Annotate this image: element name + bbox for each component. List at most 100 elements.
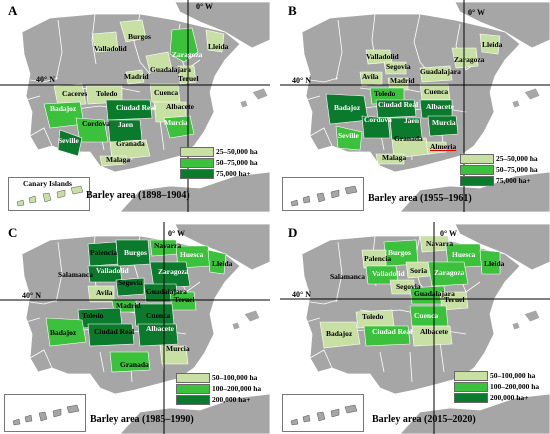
- city-label: Cuenca: [146, 311, 171, 320]
- city-label: Jaen: [404, 116, 419, 125]
- meridian-label: 0° W: [468, 8, 486, 17]
- city-label: Toledo: [96, 89, 118, 98]
- city-label: Ciudad Real: [372, 327, 413, 336]
- panel-letter: B: [288, 3, 297, 18]
- inset-label: Canary Islands: [23, 179, 72, 188]
- legend-label: 50–75,000 ha: [496, 165, 538, 174]
- legend-swatch: [454, 370, 488, 381]
- region-granada: [109, 351, 151, 373]
- canary-islands-inset: [282, 394, 364, 432]
- legend: 25–50,000 ha 50–75,000 ha 75,000 ha+: [460, 153, 538, 186]
- region-burgos: [119, 19, 147, 43]
- region-zaragoza: [427, 261, 469, 287]
- region-badajoz: [319, 321, 361, 349]
- legend-swatch: [176, 372, 210, 383]
- land-africa: [119, 171, 270, 212]
- panel-caption: Barley area (1955–1961): [368, 193, 472, 204]
- city-label: Seville: [338, 131, 359, 140]
- legend-label: 50–75,000 ha: [216, 158, 258, 167]
- region-ciudad-real: [87, 323, 135, 347]
- region-guadalajara: [419, 65, 453, 83]
- region-almeria: [425, 141, 447, 155]
- city-label: Lleida: [212, 259, 233, 268]
- city-label: Valladolid: [96, 266, 129, 275]
- city-label: Navarra: [426, 239, 454, 248]
- land-france: [454, 223, 550, 271]
- regions-a: [43, 19, 225, 167]
- meridian-label: 0° W: [440, 229, 458, 238]
- legend-item: 50–75,000 ha: [460, 164, 538, 175]
- region-cordova: [75, 117, 109, 143]
- canary-islands-inset: Canary Islands: [8, 177, 90, 211]
- legend-label: 200,000 ha+: [490, 393, 529, 402]
- region-avila: [359, 71, 383, 87]
- region-madrid: [125, 69, 145, 85]
- region-malaga: [99, 155, 127, 167]
- city-label: Valladolid: [94, 44, 127, 53]
- region-teruel: [439, 291, 469, 311]
- parallel-label: 40° N: [22, 291, 41, 300]
- city-label: Guadalajara: [420, 67, 461, 76]
- city-label: Teruel: [444, 295, 465, 304]
- land-france: [454, 1, 550, 49]
- region-seville: [57, 129, 83, 157]
- legend-label: 50–100,000 ha: [212, 373, 258, 382]
- region-albacete: [411, 325, 453, 347]
- city-label: Avila: [362, 72, 379, 81]
- legend-swatch: [180, 157, 214, 168]
- land-france: [174, 1, 270, 49]
- city-label: Seville: [58, 136, 79, 145]
- region-badajoz: [45, 317, 87, 347]
- legend-label: 200,000 ha+: [212, 395, 251, 404]
- city-label: Zaragoza: [454, 55, 485, 64]
- legend-swatch: [454, 392, 488, 403]
- region-segovia: [115, 277, 145, 297]
- city-label: Palencia: [90, 248, 118, 257]
- city-label: Lleida: [208, 42, 229, 51]
- city-label: Guadalajara: [150, 65, 191, 74]
- canary-islands-inset: [282, 177, 364, 211]
- land-africa: [399, 393, 550, 434]
- canary-islands-inset: [4, 394, 86, 432]
- legend-item: 25–50,000 ha: [180, 146, 258, 157]
- regions-d: [319, 235, 501, 349]
- regions-c: [45, 239, 227, 373]
- city-label: Huesca: [180, 250, 204, 259]
- legend-swatch: [176, 394, 210, 405]
- map-d: [280, 222, 550, 434]
- city-label: Cordova: [82, 119, 110, 128]
- city-label: Palencia: [364, 254, 392, 263]
- legend-label: 100–200,000 ha: [490, 382, 540, 391]
- city-label: Guadalajara: [414, 289, 455, 298]
- panel-letter: A: [8, 3, 18, 18]
- city-label: Teruel: [178, 74, 199, 83]
- city-label: Valladolid: [366, 52, 399, 61]
- legend-label: 25–50,000 ha: [496, 154, 538, 163]
- city-label: Toledo: [362, 312, 384, 321]
- land-france: [174, 223, 270, 271]
- city-label: Segovia: [396, 282, 421, 291]
- panel-caption: Barley area (2015–2020): [372, 414, 476, 425]
- panel-d: D 0° W 40° N Navarra Burgos Huesca Palen…: [280, 222, 550, 434]
- city-label: Caceres: [62, 89, 88, 98]
- legend-item: 75,000 ha+: [460, 175, 538, 186]
- city-label: Avila: [96, 288, 113, 297]
- city-label: Burgos: [128, 32, 151, 41]
- panel-letter: C: [8, 225, 18, 240]
- city-label: Badajoz: [50, 328, 77, 337]
- city-label: Salamanca: [330, 272, 366, 281]
- city-label: Zaragoza: [172, 50, 203, 59]
- map-b: [280, 0, 550, 212]
- region-malaga: [375, 153, 405, 165]
- map-a: [0, 0, 270, 212]
- region-ciudad-real: [105, 99, 153, 121]
- parallel-label: 40° N: [36, 75, 55, 84]
- city-label: Ciudad Real: [94, 327, 135, 336]
- region-seville: [335, 125, 363, 151]
- city-label: Valladolid: [372, 269, 405, 278]
- region-zaragoza: [169, 27, 199, 63]
- city-label: Segovia: [386, 62, 411, 71]
- region-murcia: [159, 345, 189, 365]
- city-label: Burgos: [388, 248, 411, 257]
